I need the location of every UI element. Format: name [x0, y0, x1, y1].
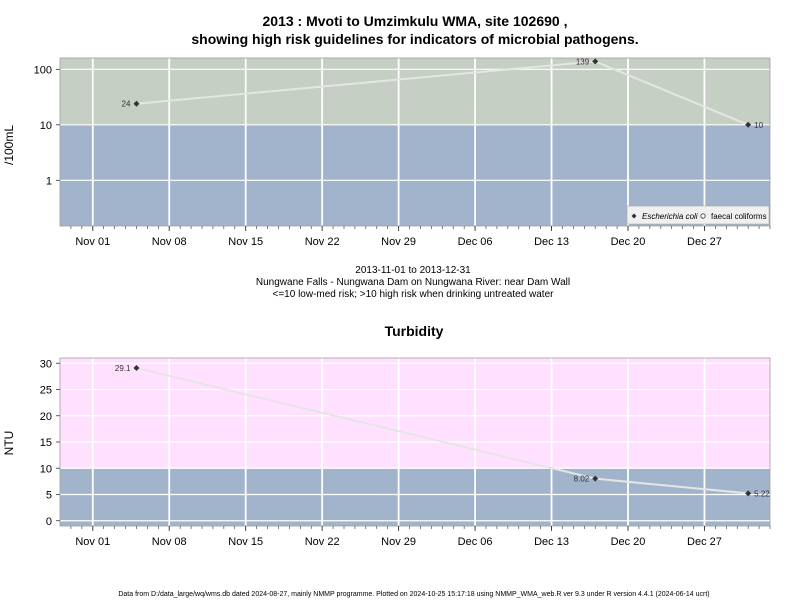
data-point [133, 100, 140, 107]
y-tick-label: 5 [46, 490, 52, 502]
data-point [745, 121, 752, 128]
x-axis: Nov 01 Nov 08 Nov 15 Nov 22 Nov 29 Dec 06 Dec … [70, 526, 771, 548]
x-tick-label: Dec 13 [534, 536, 569, 548]
legend: Escherichia coli faecal coliforms [626, 205, 770, 225]
x-tick-label: Nov 08 [152, 236, 187, 248]
legend-box [626, 205, 770, 225]
y-axis: 1 10 100 [34, 64, 60, 187]
y-tick-label: 20 [40, 411, 52, 423]
y-tick-label: 10 [40, 120, 52, 132]
chart-title-line1: 2013 : Mvoti to Umzimkulu WMA, site 1026… [263, 13, 568, 29]
data-point [133, 364, 140, 371]
x-tick-label: Dec 27 [687, 236, 722, 248]
x-tick-label: Dec 13 [534, 236, 569, 248]
y-axis-label: /100mL [2, 125, 16, 165]
data-label: 8.02 [574, 475, 590, 484]
risk-note-text: <=10 low-med risk; >10 high risk when dr… [273, 289, 555, 300]
legend-marker-diamond-filled [631, 213, 637, 219]
y-tick-label: 10 [40, 463, 52, 475]
x-tick-label: Dec 20 [611, 536, 646, 548]
x-tick-label: Dec 27 [687, 536, 722, 548]
data-point [592, 58, 599, 65]
x-tick-label: Dec 06 [458, 536, 493, 548]
x-tick-label: Nov 29 [381, 536, 416, 548]
y-tick-label: 100 [34, 64, 52, 76]
grid-lines [60, 358, 770, 526]
x-tick-label: Nov 22 [305, 536, 340, 548]
grid-lines [60, 58, 770, 226]
legend-label-ecoli: Escherichia coli [642, 212, 698, 221]
y-tick-label: 0 [46, 516, 52, 528]
x-tick-label: Nov 29 [381, 236, 416, 248]
high-risk-band [60, 358, 770, 469]
data-point [745, 490, 752, 497]
data-label: 5.22 [754, 489, 770, 498]
x-tick-label: Nov 01 [75, 236, 110, 248]
y-tick-label: 1 [46, 175, 52, 187]
series-marks: 24 139 10 [122, 57, 764, 129]
x-tick-label: Dec 20 [611, 236, 646, 248]
data-point [592, 475, 599, 482]
x-tick-label: Dec 06 [458, 236, 493, 248]
turbidity-title: Turbidity [385, 323, 444, 339]
date-range-text: 2013-11-01 to 2013-12-31 [355, 265, 471, 276]
footer-text: Data from D:/data_large/wq/wms.db dated … [118, 591, 709, 598]
data-label: 139 [576, 57, 590, 66]
x-tick-label: Nov 15 [228, 236, 263, 248]
x-tick-label: Nov 22 [305, 236, 340, 248]
data-label: 29.1 [115, 364, 131, 373]
low-risk-band [60, 468, 770, 526]
x-axis: Nov 01 Nov 08 Nov 15 Nov 22 Nov 29 Dec 06 Dec … [70, 226, 771, 248]
x-tick-label: Nov 01 [75, 536, 110, 548]
series-marks: 29.1 8.02 5.22 [115, 364, 770, 498]
y-tick-label: 30 [40, 358, 52, 370]
high-risk-band [60, 58, 770, 125]
y-tick-label: 25 [40, 385, 52, 397]
y-tick-label: 15 [40, 437, 52, 449]
chart-title-line2: showing high risk guidelines for indicat… [191, 31, 638, 47]
y-axis-label: NTU [2, 431, 16, 456]
x-tick-label: Nov 15 [228, 536, 263, 548]
risk-bands [60, 58, 770, 226]
legend-marker-circle-open [700, 213, 706, 219]
legend-label-faecal-coliforms: faecal coliforms [711, 212, 767, 221]
risk-bands [60, 358, 770, 526]
panel-frame [59, 57, 771, 227]
y-axis: 0 5 10 15 20 25 30 [40, 358, 60, 528]
site-name-text: Nungwane Falls - Nungwana Dam on Nungwan… [256, 277, 570, 288]
data-label: 24 [122, 100, 131, 109]
data-label: 10 [754, 121, 763, 130]
x-tick-label: Nov 08 [152, 536, 187, 548]
